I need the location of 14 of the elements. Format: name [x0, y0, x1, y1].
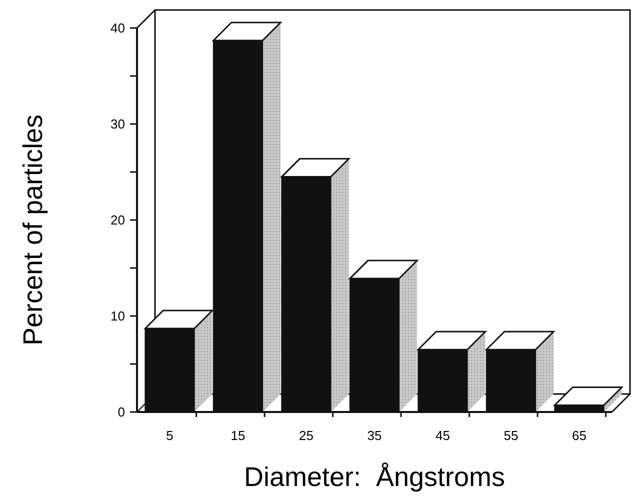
y-tick-label: 10 — [110, 308, 125, 324]
x-tick-label: 65 — [572, 428, 586, 443]
x-axis-title: Diameter: Ångstroms — [244, 462, 506, 492]
y-tick-label: 40 — [110, 20, 125, 36]
x-tick-label: 5 — [166, 428, 174, 443]
x-tick-label: 45 — [436, 428, 450, 443]
y-axis-title: Percent of particles — [18, 114, 48, 346]
x-tick-label: 35 — [367, 428, 382, 443]
x-tick-label: 15 — [230, 428, 246, 443]
x-tick-label: 55 — [504, 428, 518, 443]
y-tick-label: 0 — [118, 404, 125, 420]
y-tick-label: 20 — [110, 212, 125, 228]
x-tick-label: 25 — [299, 428, 314, 443]
y-tick-label: 30 — [110, 116, 125, 132]
